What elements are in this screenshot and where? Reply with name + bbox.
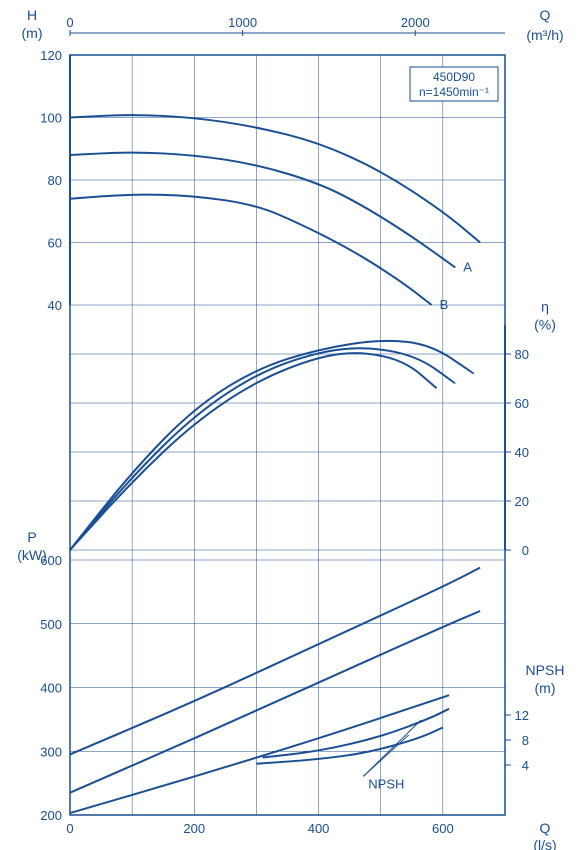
tick-eta: 0 xyxy=(522,543,529,558)
power-curve-3 xyxy=(70,695,449,813)
head-curve-B xyxy=(70,195,432,305)
tick-h: 80 xyxy=(48,173,62,188)
label-P: P xyxy=(27,529,36,545)
tick-eta: 20 xyxy=(515,494,529,509)
tick-eta: 40 xyxy=(515,445,529,460)
tick-npsh: 12 xyxy=(515,708,529,723)
tick-q-top: 1000 xyxy=(228,15,257,30)
label-NPSH: NPSH xyxy=(526,662,565,678)
tick-q-bot: 600 xyxy=(432,821,454,836)
tick-eta: 80 xyxy=(515,347,529,362)
unit-H: (m) xyxy=(22,25,43,41)
tick-p: 300 xyxy=(40,744,62,759)
legend-model: 450D90 xyxy=(433,70,475,84)
label-eta: η xyxy=(541,299,549,315)
tick-h: 40 xyxy=(48,298,62,313)
tick-eta: 60 xyxy=(515,396,529,411)
tick-h: 100 xyxy=(40,111,62,126)
curve-label-A: A xyxy=(463,260,472,275)
npsh-pointer xyxy=(363,720,421,776)
npsh-curve-1 xyxy=(263,709,449,758)
eff-curve-3 xyxy=(70,353,437,550)
unit-eta: (%) xyxy=(534,317,556,333)
tick-q-bot: 200 xyxy=(183,821,205,836)
plot-border xyxy=(70,55,505,815)
head-curve-top xyxy=(70,115,480,242)
tick-p: 400 xyxy=(40,681,62,696)
npsh-curve-2 xyxy=(256,728,442,764)
unit-NPSH: (m) xyxy=(535,680,556,696)
label-Q-bot: Q xyxy=(540,820,551,836)
unit-P: (kW) xyxy=(17,547,47,563)
tick-h: 120 xyxy=(40,48,62,63)
eff-curve-1 xyxy=(70,341,474,550)
tick-q-bot: 400 xyxy=(308,821,330,836)
tick-q-bot: 0 xyxy=(66,821,73,836)
label-Q-top: Q xyxy=(540,7,551,23)
tick-h: 60 xyxy=(48,236,62,251)
pump-curve-chart: 4060801001200204060802003004005006004812… xyxy=(0,0,580,850)
tick-q-top: 2000 xyxy=(401,15,430,30)
tick-npsh: 8 xyxy=(522,733,529,748)
tick-p: 200 xyxy=(40,808,62,823)
tick-p: 500 xyxy=(40,617,62,632)
eff-curve-2 xyxy=(70,348,455,550)
power-curve-1 xyxy=(70,568,480,755)
curve-label-B: B xyxy=(440,297,449,312)
tick-q-top: 0 xyxy=(66,15,73,30)
power-curve-2 xyxy=(70,611,480,793)
npsh-annotation: NPSH xyxy=(368,776,404,791)
legend-speed: n=1450min⁻¹ xyxy=(419,85,489,99)
tick-npsh: 4 xyxy=(522,758,529,773)
unit-Q-top: (m³/h) xyxy=(526,27,563,43)
label-H: H xyxy=(27,7,37,23)
head-curve-A xyxy=(70,153,455,268)
chart-svg: 4060801001200204060802003004005006004812… xyxy=(0,0,580,850)
unit-Q-bot: (l/s) xyxy=(533,837,556,850)
